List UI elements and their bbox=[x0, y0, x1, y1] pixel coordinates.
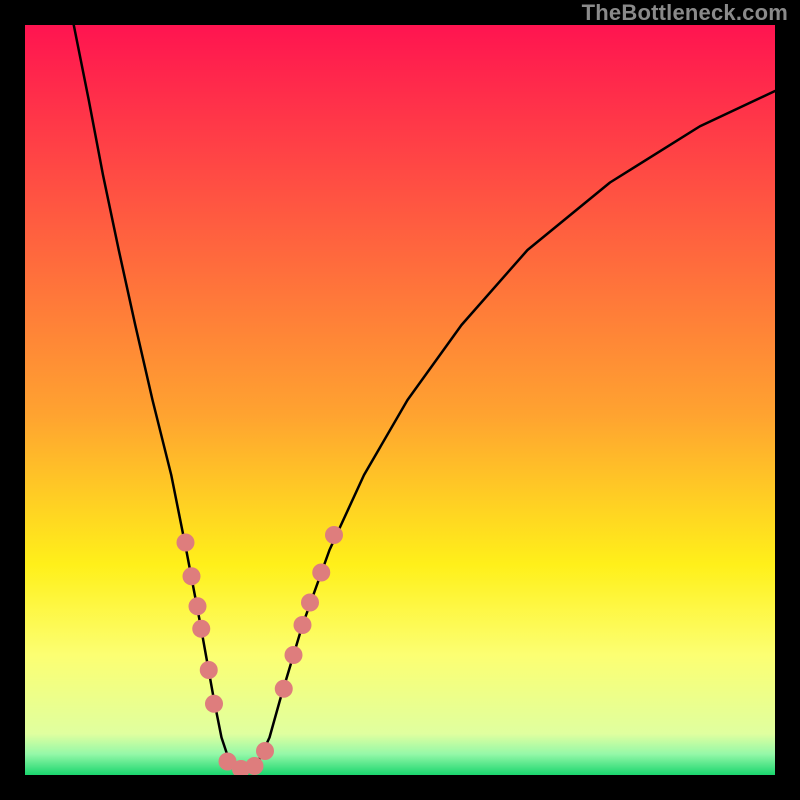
marker-dot bbox=[189, 597, 207, 615]
marker-dot bbox=[325, 526, 343, 544]
marker-dot bbox=[246, 757, 264, 775]
marker-dot bbox=[192, 620, 210, 638]
marker-dot bbox=[285, 646, 303, 664]
marker-dot bbox=[294, 616, 312, 634]
marker-dot bbox=[312, 564, 330, 582]
gradient-background bbox=[25, 25, 775, 775]
marker-dot bbox=[275, 680, 293, 698]
marker-dot bbox=[183, 567, 201, 585]
marker-dot bbox=[205, 695, 223, 713]
watermark-text: TheBottleneck.com bbox=[582, 0, 788, 26]
chart-frame: TheBottleneck.com bbox=[0, 0, 800, 800]
marker-dot bbox=[301, 594, 319, 612]
marker-dot bbox=[256, 742, 274, 760]
marker-dot bbox=[200, 661, 218, 679]
marker-dot bbox=[177, 534, 195, 552]
bottleneck-chart bbox=[25, 25, 775, 775]
